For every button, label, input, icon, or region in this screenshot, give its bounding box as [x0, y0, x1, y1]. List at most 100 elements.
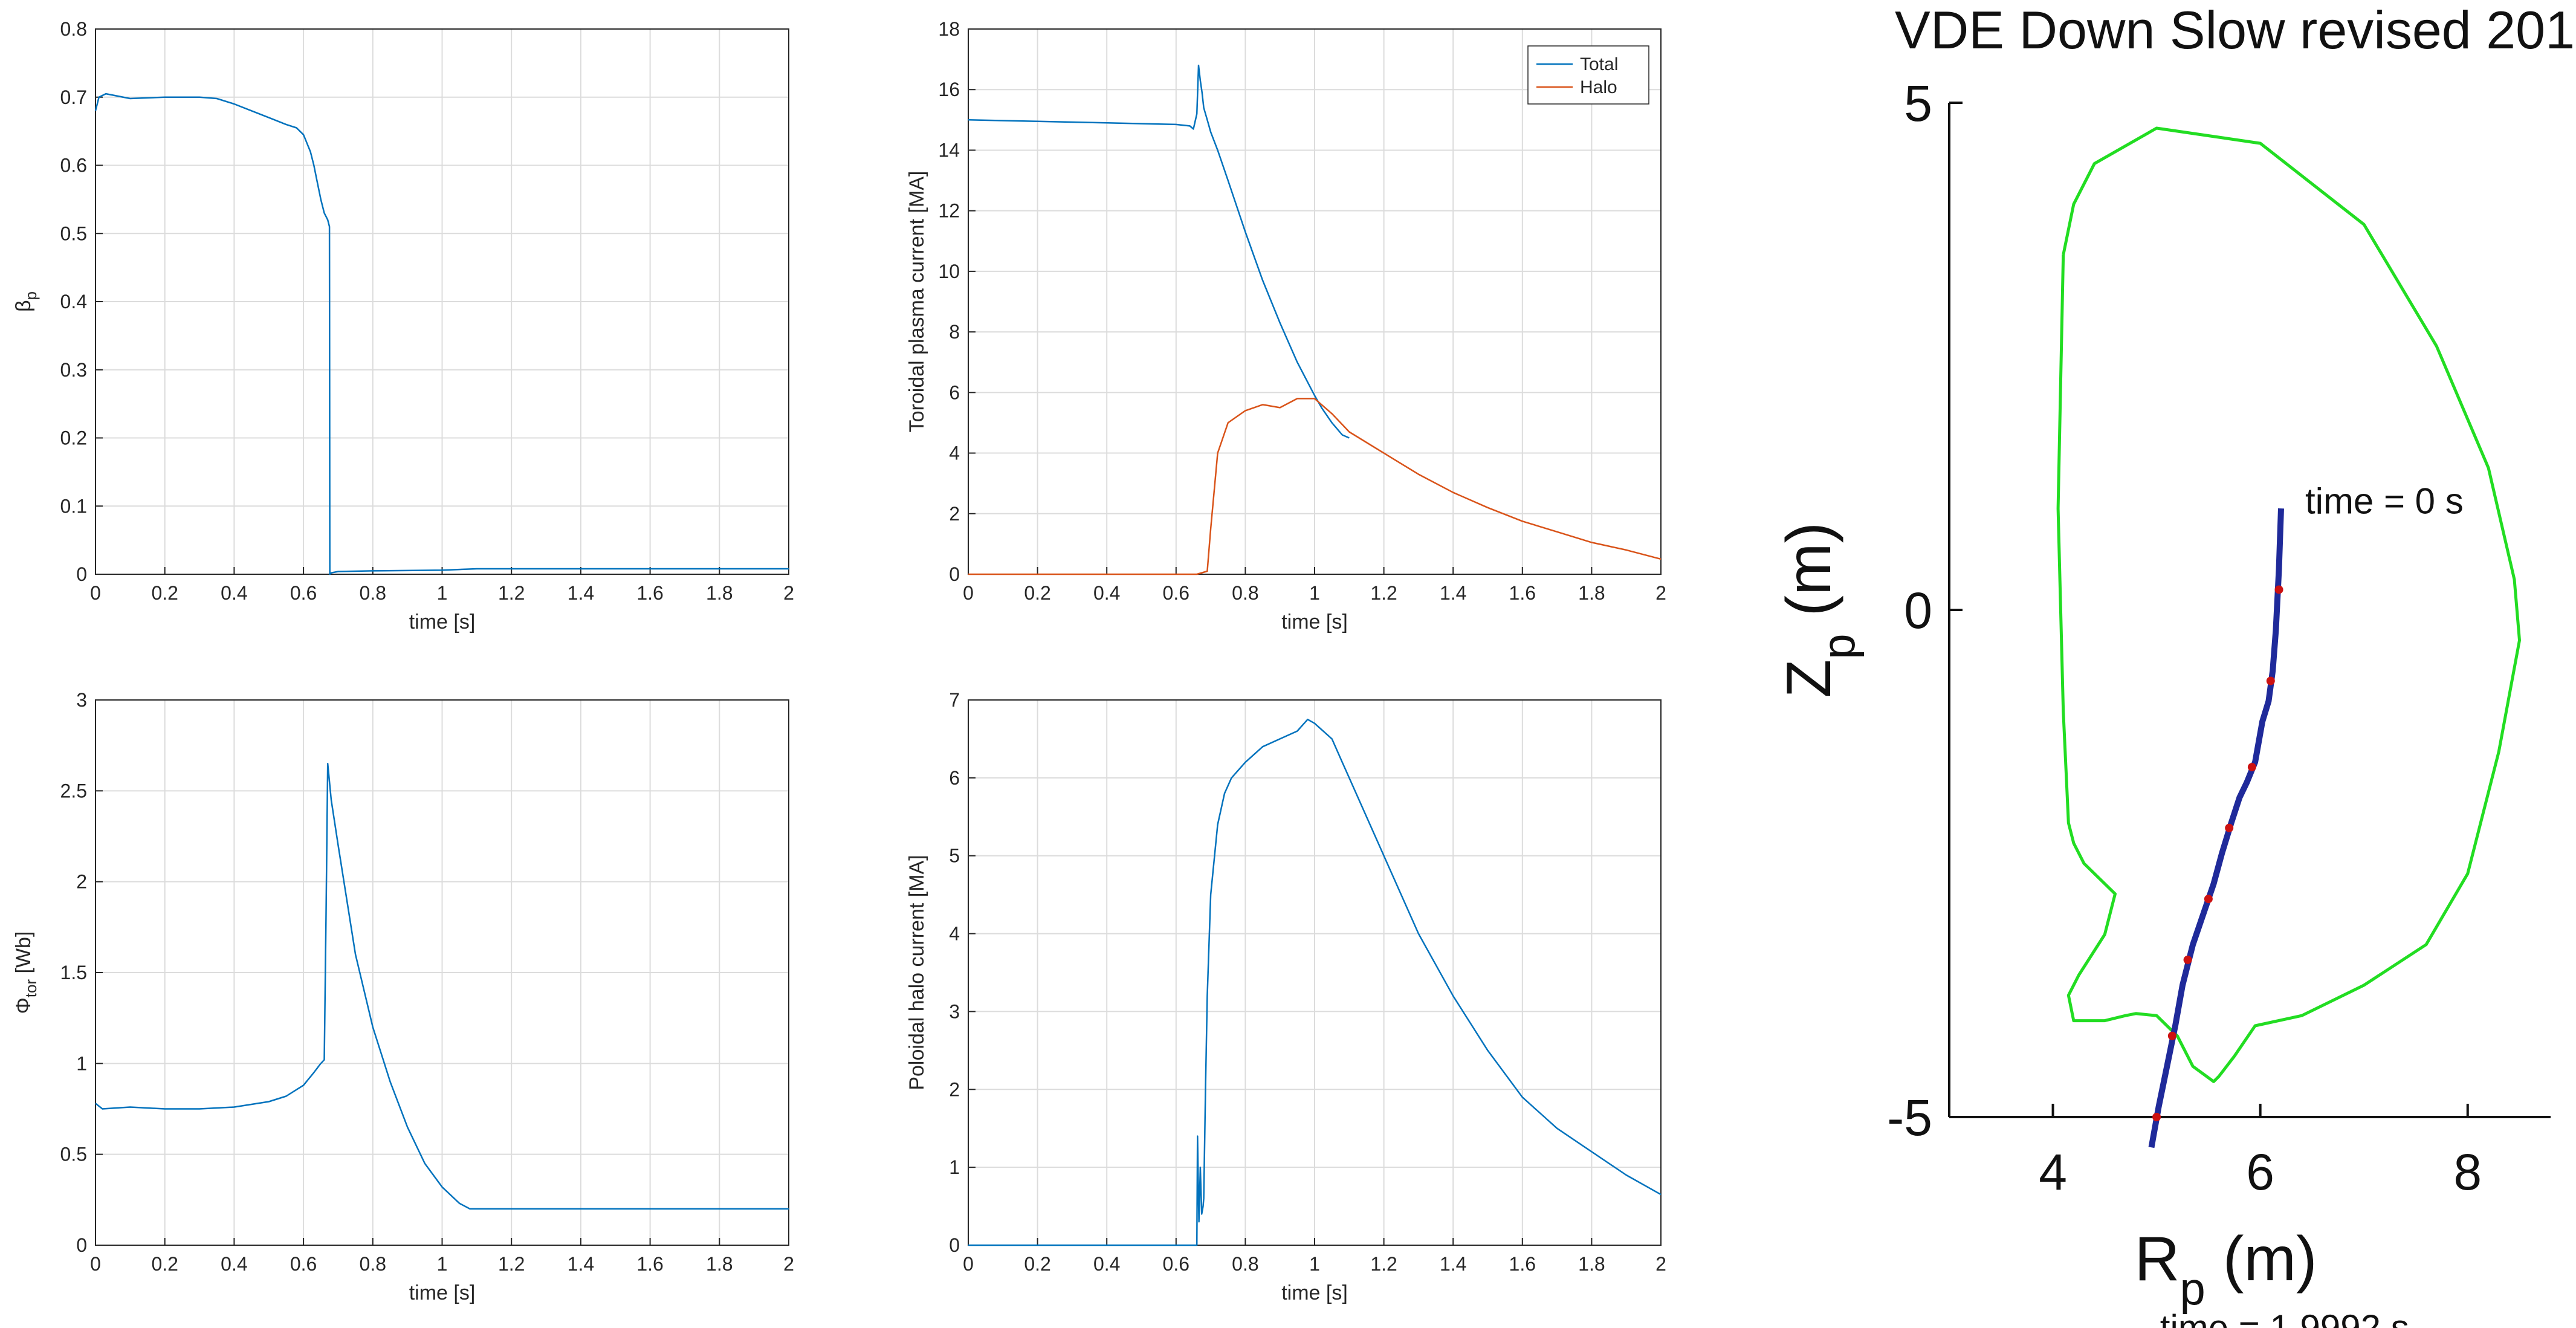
y-tick-label: 0.5 — [60, 1144, 87, 1165]
y-tick-label: 0.1 — [60, 495, 87, 517]
trajectory-marker — [2152, 1113, 2161, 1121]
x-tick-label: 0 — [963, 1253, 974, 1275]
x-tick-label: 1.8 — [1578, 582, 1605, 604]
x-tick-label: 1.8 — [706, 582, 733, 604]
x-tick-label: 0.6 — [1163, 582, 1189, 604]
x-tick-label: 2 — [783, 582, 794, 604]
trajectory-marker — [2225, 823, 2234, 832]
y-tick-label: 2 — [949, 503, 960, 525]
y-tick-label: 5 — [1904, 75, 1932, 132]
x-tick-label: 1.4 — [1440, 582, 1466, 604]
x-tick-label: 0.2 — [1024, 1253, 1050, 1275]
x-tick-label: 1.8 — [1578, 1253, 1605, 1275]
chart-halo: 0 0.2 0.4 0.6 0.8 1 1.2 1.4 1.6 1.8 2 0 1 2 3 4 5 6 7 time … — [905, 689, 1666, 1304]
y-label-main: Φ — [12, 997, 35, 1014]
y-tick-label: 18 — [938, 18, 960, 40]
x-axis-label: Rp (m) — [2134, 1224, 2317, 1315]
x-tick-label: 1.4 — [568, 582, 594, 604]
y-tick-label: 2 — [949, 1078, 960, 1100]
series-line-beta-p — [94, 92, 789, 575]
x-tick-label: 0.2 — [151, 582, 178, 604]
series-line-total — [968, 64, 1350, 439]
chart-ip: 0 0.2 0.4 0.6 0.8 1 1.2 1.4 1.6 1.8 2 0 2 4 6 8 10 12 14 16… — [905, 18, 1666, 633]
series-line-halo-poloidal — [968, 718, 1662, 1246]
x-tick-label: 4 — [2039, 1144, 2067, 1200]
trajectory-marker — [2183, 955, 2192, 964]
y-label-suffix: [Wb] — [12, 931, 35, 979]
y-label-main: Z — [1774, 659, 1844, 698]
x-tick-label: 0.6 — [290, 582, 317, 604]
x-tick-label: 1.4 — [568, 1253, 594, 1275]
annotation-text: time = 1.9992 s — [2160, 1307, 2409, 1328]
x-axis-label: time [s] — [1281, 1281, 1348, 1304]
x-axis-label: time [s] — [409, 611, 476, 633]
chart-title: VDE Down Slow revised 2010 — [1895, 0, 2576, 60]
y-tick-label: 6 — [949, 767, 960, 789]
y-tick-label: 5 — [949, 845, 960, 867]
x-tick-label: 1 — [437, 1253, 448, 1275]
x-tick-label: 0 — [90, 582, 101, 604]
y-tick-label: 2 — [76, 871, 87, 893]
y-label-sub: tor — [22, 979, 40, 998]
x-tick-label: 1.2 — [498, 1253, 525, 1275]
y-tick-label: -5 — [1887, 1089, 1932, 1146]
x-tick-label: 0 — [963, 582, 974, 604]
y-tick-label: 3 — [76, 689, 87, 711]
y-tick-label: 0 — [76, 1234, 87, 1256]
y-tick-label: 16 — [938, 79, 960, 100]
trajectory-marker — [2274, 585, 2283, 594]
x-label-sub: p — [2180, 1263, 2205, 1315]
x-tick-label: 1 — [1309, 1253, 1320, 1275]
chart-beta: 0 0.2 0.4 0.6 0.8 1 1.2 1.4 1.6 1.8 2 0 0.1 0.2 0.3 0.4… — [12, 18, 794, 633]
legend-label-halo: Halo — [1580, 77, 1617, 97]
x-tick-label: 1 — [437, 582, 448, 604]
y-tick-label: 0 — [949, 563, 960, 585]
legend-box — [1527, 45, 1649, 105]
y-tick-label: 0.3 — [60, 359, 87, 381]
x-tick-label: 0.2 — [1024, 582, 1050, 604]
y-tick-label: 1 — [76, 1052, 87, 1074]
y-tick-label: 8 — [949, 321, 960, 343]
x-label-main: R — [2134, 1224, 2180, 1294]
y-tick-label: 10 — [938, 261, 960, 282]
y-tick-label: 0 — [1904, 582, 1932, 639]
y-tick-label: 6 — [949, 381, 960, 403]
y-tick-label: 1 — [949, 1156, 960, 1178]
x-label-suffix: (m) — [2205, 1224, 2317, 1294]
chart-phi: 0 0.2 0.4 0.6 0.8 1 1.2 1.4 1.6 1.8 2 0 0.5 1 1.5 2 2.5 3… — [12, 689, 794, 1304]
x-tick-label: 1.6 — [636, 1253, 663, 1275]
x-tick-label: 0 — [90, 1253, 101, 1275]
trajectory-marker — [2167, 1031, 2176, 1040]
x-tick-label: 1 — [1309, 582, 1320, 604]
y-tick-label: 0.5 — [60, 222, 87, 244]
x-tick-label: 8 — [2453, 1144, 2482, 1200]
x-tick-label: 1.2 — [498, 582, 525, 604]
y-label-sub: p — [1813, 633, 1865, 659]
y-label-main: β — [12, 300, 35, 312]
trajectory-marker — [2204, 895, 2213, 904]
trajectory-marker — [2266, 676, 2275, 685]
y-axis-label: Φtor [Wb] — [12, 931, 40, 1014]
chart-trajectory: 4 6 8 -5 0 5 Rp (m) Zp (m) VDE Down Slow revised… — [1774, 0, 2576, 1328]
y-label-main: Toroidal plasma current [MA] — [905, 171, 928, 433]
plot-area — [1949, 103, 2551, 1117]
x-tick-label: 0.8 — [360, 1253, 386, 1275]
y-tick-label: 12 — [938, 200, 960, 222]
y-tick-label: 4 — [949, 442, 960, 464]
y-tick-label: 0.2 — [60, 427, 87, 449]
x-axis-label: time [s] — [409, 1281, 476, 1304]
series-line-phi-tor — [95, 762, 789, 1210]
x-tick-label: 2 — [783, 1253, 794, 1275]
y-tick-label: 4 — [949, 923, 960, 945]
legend-label-total: Total — [1580, 54, 1618, 74]
y-axis-label: Toroidal plasma current [MA] — [905, 171, 928, 433]
x-tick-label: 6 — [2246, 1144, 2274, 1200]
y-tick-label: 3 — [949, 1000, 960, 1022]
y-label-main: Poloidal halo current [MA] — [905, 855, 928, 1090]
series-line-trajectory — [2148, 508, 2284, 1148]
series-line-first-wall — [2056, 126, 2521, 1083]
y-tick-label: 0 — [76, 563, 87, 585]
x-tick-label: 0.2 — [151, 1253, 178, 1275]
x-tick-label: 0.8 — [360, 582, 386, 604]
y-label-sub: p — [22, 291, 40, 300]
